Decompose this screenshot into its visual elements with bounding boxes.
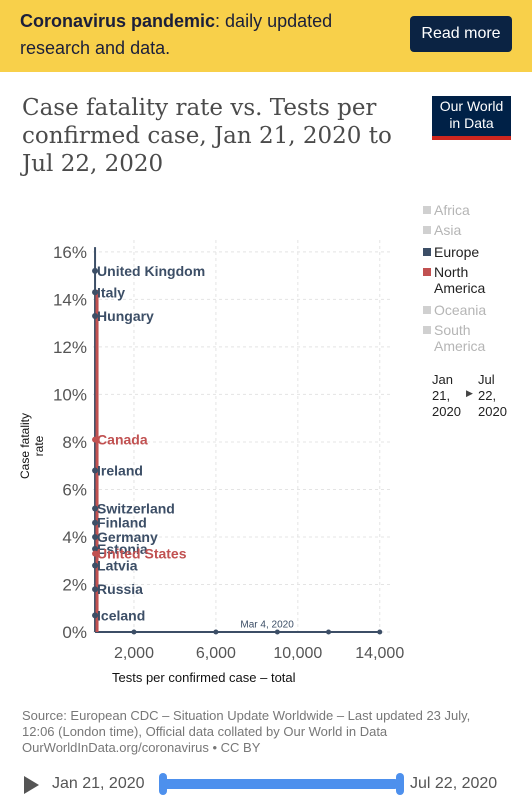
play-icon[interactable] — [24, 776, 39, 794]
timeline-legend-line: Jul — [478, 372, 495, 387]
label-germany: Germany — [97, 529, 158, 545]
trail-point — [213, 629, 219, 635]
label-finland: Finland — [97, 515, 147, 531]
legend-item-north-america[interactable]: North America — [423, 264, 486, 296]
legend-swatch — [423, 326, 431, 334]
point-italy — [92, 289, 99, 296]
trail-point — [131, 629, 137, 635]
legend-label: Africa — [434, 202, 470, 218]
legend-label: North — [434, 264, 469, 280]
label-estonia: Estonia — [97, 541, 148, 557]
point-united-states — [92, 550, 99, 557]
legend-label: South — [434, 322, 471, 338]
point-latvia — [92, 562, 99, 569]
timeline-legend-line: 2020 — [432, 404, 461, 419]
timeline-legend-line: 21, — [432, 388, 451, 403]
label-italy: Italy — [97, 284, 125, 300]
legend-item-oceania[interactable]: Oceania — [423, 302, 487, 318]
legend-swatch — [423, 206, 431, 214]
y-tick-label: 2% — [62, 575, 87, 594]
label-switzerland: Switzerland — [97, 500, 175, 516]
timeline-end-date: Jul 22, 2020 — [410, 775, 498, 792]
timeline-legend-end: Jul 22, 2020 — [478, 372, 507, 420]
legend-swatch — [423, 248, 431, 256]
owid-logo[interactable]: Our World in Data — [432, 96, 511, 140]
label-iceland: Iceland — [97, 607, 145, 623]
date-annotation: Mar 4, 2020 — [240, 620, 294, 631]
point-germany — [92, 533, 99, 540]
banner: Coronavirus pandemic: daily updated rese… — [0, 0, 532, 72]
timeline-legend-arrow-icon: ▶ — [466, 388, 473, 398]
label-hungary: Hungary — [97, 308, 154, 324]
x-axis-label: Tests per confirmed case – total — [112, 670, 296, 685]
label-united-kingdom: United Kingdom — [97, 263, 205, 279]
point-iceland — [92, 612, 99, 619]
legend-label: America — [434, 280, 486, 296]
legend-label: Europe — [434, 244, 480, 260]
source-note: Source: European CDC – Situation Update … — [22, 708, 471, 755]
timeline-end-handle[interactable] — [396, 773, 404, 795]
y-tick-label: 14% — [53, 290, 87, 309]
timeline-legend-start: Jan 21, 2020 — [432, 372, 461, 420]
timeline-start-handle[interactable] — [159, 773, 167, 795]
y-tick-label: 10% — [53, 385, 87, 404]
chart[interactable]: 0% 2% 4% 6% 8% 10% 12% 14% 16% 2,000 6,000 10,000 14… — [0, 0, 532, 700]
timeline-legend-line: 22, — [478, 388, 497, 403]
legend-swatch — [423, 268, 431, 276]
timeline-legend-line: 2020 — [478, 404, 507, 419]
x-tick-label: 10,000 — [273, 645, 322, 662]
timeline-start-date: Jan 21, 2020 — [52, 775, 145, 792]
y-tick-label: 8% — [62, 433, 87, 452]
banner-text: Coronavirus pandemic: daily updated rese… — [20, 8, 400, 62]
legend-label: Oceania — [434, 302, 487, 318]
label-ireland: Ireland — [97, 462, 143, 478]
point-ireland — [92, 467, 99, 474]
legend-swatch — [423, 306, 431, 314]
label-canada: Canada — [97, 432, 148, 448]
point-finland — [92, 519, 99, 526]
point-switzerland — [92, 505, 99, 512]
logo-line-1: Our World — [439, 98, 504, 114]
trail-point — [377, 629, 383, 635]
point-hungary — [92, 313, 99, 320]
legend-item-europe[interactable]: Europe — [423, 244, 480, 260]
label-united-states: United States — [97, 546, 187, 562]
y-tick-label: 0% — [62, 623, 87, 642]
y-tick-label: 12% — [53, 338, 87, 357]
legend-swatch — [423, 226, 431, 234]
point-canada — [92, 436, 99, 443]
point-united-kingdom — [92, 267, 99, 274]
x-tick-label: 6,000 — [196, 645, 236, 662]
timeline-legend-line: Jan — [432, 372, 453, 387]
banner-text-rest: : daily updated research and data. — [20, 11, 333, 58]
y-tick-label: 6% — [62, 480, 87, 499]
x-tick-label: 2,000 — [114, 645, 154, 662]
trail-point — [274, 629, 280, 635]
x-tick-label: 14,000 — [355, 645, 404, 662]
trail-point — [326, 629, 332, 635]
y-tick-label: 4% — [62, 528, 87, 547]
legend-item-south-america[interactable]: South America — [423, 322, 486, 354]
chart-title: Case fatality rate vs. Tests per confirm… — [22, 95, 392, 177]
point-estonia — [92, 545, 99, 552]
legend-label: Asia — [434, 222, 462, 238]
legend-item-africa[interactable]: Africa — [423, 202, 470, 218]
logo-line-2: in Data — [449, 115, 494, 131]
banner-bold[interactable]: Coronavirus pandemic — [20, 11, 216, 31]
read-more-button[interactable]: Read more — [410, 16, 512, 52]
legend-item-asia[interactable]: Asia — [423, 222, 462, 238]
label-russia: Russia — [97, 581, 143, 597]
y-axis-label: Case fatality rate — [18, 412, 46, 480]
timeline-slider[interactable] — [162, 779, 400, 789]
label-latvia: Latvia — [97, 557, 138, 573]
legend-label: America — [434, 338, 486, 354]
point-russia — [92, 586, 99, 593]
y-tick-label: 16% — [53, 243, 87, 262]
